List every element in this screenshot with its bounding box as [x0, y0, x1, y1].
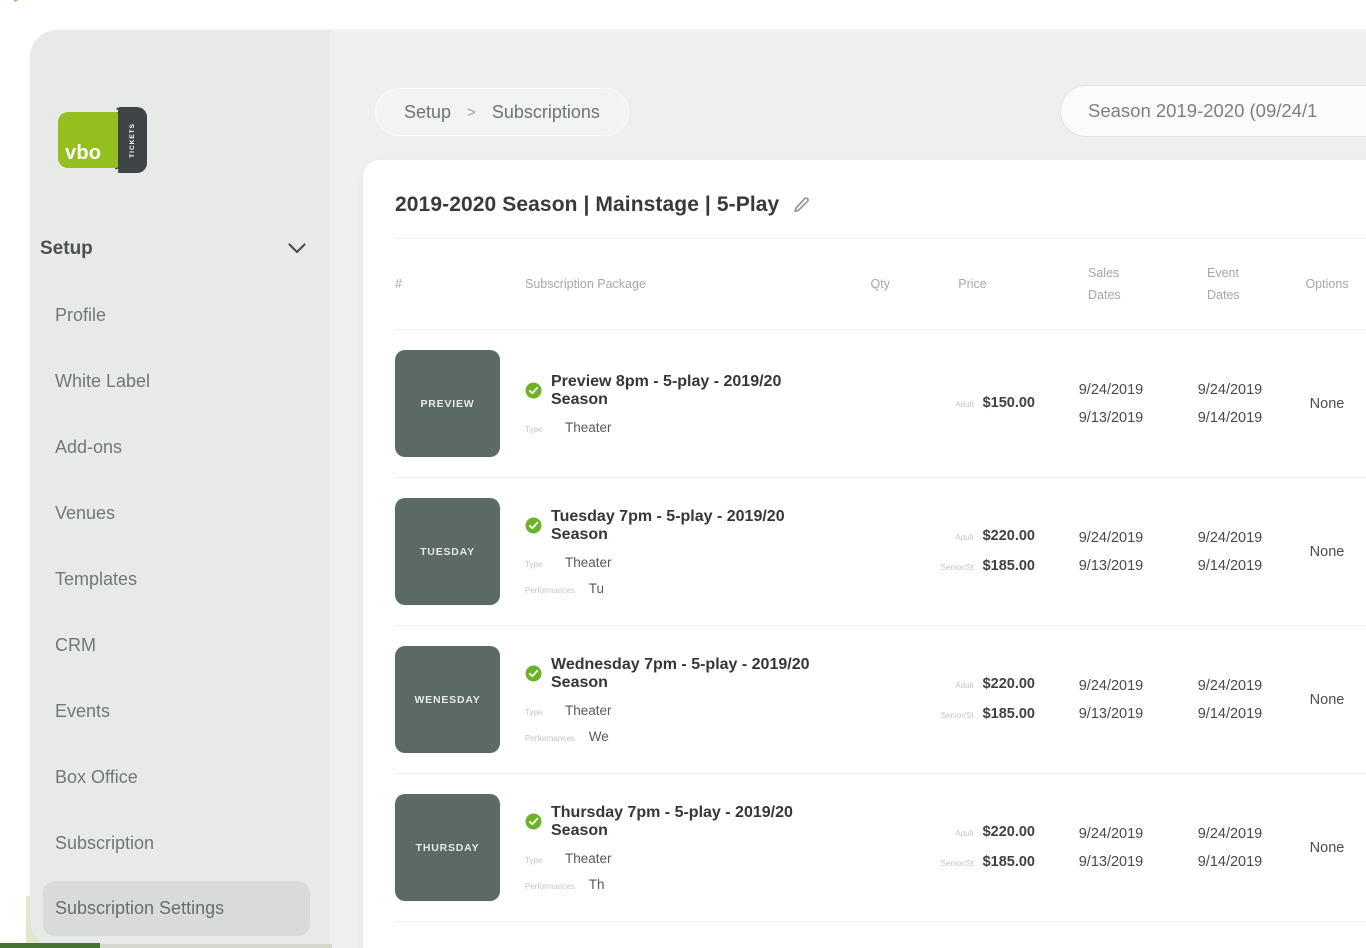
edit-pencil-icon[interactable] — [793, 196, 810, 214]
sidebar-item-events[interactable]: Events — [55, 700, 111, 721]
price-cell: Adult $220.00 Senior/St $185.00 — [940, 675, 1035, 722]
bottom-accent-strip-dark — [0, 943, 100, 948]
ticket-stub-icon: TICKETS — [115, 107, 147, 173]
breadcrumb-subscriptions[interactable]: Subscriptions — [491, 101, 600, 122]
type-value: Theater — [565, 702, 612, 718]
subscriptions-card: 2019-2020 Season | Mainstage | 5-Play # … — [363, 160, 1366, 948]
col-subscription-package: Subscription Package — [525, 277, 646, 291]
status-check-icon — [525, 517, 542, 534]
sidebar-item-white-label[interactable]: White Label — [55, 370, 151, 391]
price-cell: Adult $150.00 — [955, 394, 1035, 411]
col-price: Price — [958, 277, 987, 291]
sidebar-item-subscription[interactable]: Subscription — [55, 832, 155, 853]
sidebar-item-box-office[interactable]: Box Office — [55, 766, 138, 787]
sidebar-item-profile[interactable]: Profile — [55, 304, 107, 325]
package-thumbnail: THURSDAY — [395, 794, 500, 901]
season-selector-value: Season 2019-2020 (09/24/1 — [1088, 100, 1318, 121]
type-label: Type — [525, 855, 543, 865]
performances-label: Performances — [525, 733, 575, 743]
table-row-thursday[interactable]: THURSDAY Thursday 7pm - 5-play - 2019/20… — [395, 774, 1366, 922]
performances-label: Performances — [525, 585, 575, 595]
status-check-icon — [525, 382, 542, 399]
col-event-dates: Event Dates — [1207, 265, 1240, 303]
season-selector[interactable]: Season 2019-2020 (09/24/1 — [1060, 85, 1366, 137]
status-check-icon — [525, 665, 542, 682]
app-window: vbo TICKETS Setup Profile White Label Ad… — [30, 30, 1366, 948]
card-header: 2019-2020 Season | Mainstage | 5-Play — [363, 160, 1366, 238]
col-qty: Qty — [870, 277, 890, 291]
breadcrumb-setup[interactable]: Setup — [404, 101, 452, 122]
col-number: # — [395, 277, 402, 291]
performances-value: Th — [588, 876, 605, 892]
type-label: Type — [525, 707, 543, 717]
package-title: Wednesday 7pm - 5-play - 2019/20 Season — [551, 655, 810, 691]
sidebar-item-templates[interactable]: Templates — [55, 568, 138, 589]
breadcrumb: Setup > Subscriptions — [375, 88, 629, 136]
sales-dates-cell: 9/24/2019 9/13/2019 — [1078, 825, 1144, 870]
price-cell: Adult $220.00 Senior/St $185.00 — [940, 823, 1035, 870]
performances-value: Tu — [588, 580, 605, 596]
main-content: Setup > Subscriptions Season 2019-2020 (… — [330, 30, 1366, 948]
chevron-down-icon — [288, 238, 306, 260]
performances-label: Performances — [525, 881, 575, 891]
type-value: Theater — [565, 419, 612, 435]
options-cell: None — [1309, 395, 1345, 412]
corner-green-accent — [0, 0, 27, 29]
package-title: Tuesday 7pm - 5-play - 2019/20 Season — [551, 507, 785, 543]
event-dates-cell: 9/24/2019 9/14/2019 — [1197, 381, 1263, 426]
vbo-logo[interactable]: vbo TICKETS — [58, 107, 154, 173]
package-title: Preview 8pm - 5-play - 2019/20 Season — [551, 372, 782, 408]
sidebar-item-crm[interactable]: CRM — [55, 634, 96, 655]
sidebar: vbo TICKETS Setup Profile White Label Ad… — [30, 30, 330, 948]
options-cell: None — [1309, 839, 1345, 856]
type-label: Type — [525, 424, 543, 434]
table-row-preview[interactable]: PREVIEW Preview 8pm - 5-play - 2019/20 S… — [395, 330, 1366, 478]
sales-dates-cell: 9/24/2019 9/13/2019 — [1078, 381, 1144, 426]
table-row-tuesday[interactable]: TUESDAY Tuesday 7pm - 5-play - 2019/20 S… — [395, 478, 1366, 626]
col-options: Options — [1305, 277, 1349, 291]
table-header: # Subscription Package Qty Price Sales D… — [395, 238, 1366, 330]
event-dates-cell: 9/24/2019 9/14/2019 — [1197, 825, 1263, 870]
sidebar-item-subscription-settings[interactable]: Subscription Settings — [43, 881, 310, 936]
performances-value: We — [588, 728, 609, 744]
sidebar-item-venues[interactable]: Venues — [55, 502, 116, 523]
sidebar-section-label: Setup — [40, 238, 93, 259]
package-thumbnail: TUESDAY — [395, 498, 500, 605]
col-sales-dates: Sales Dates — [1088, 265, 1121, 303]
sidebar-item-add-ons[interactable]: Add-ons — [55, 436, 123, 457]
sidebar-items: Profile White Label Add-ons Venues Templ… — [30, 282, 330, 936]
price-cell: Adult $220.00 Senior/St $185.00 — [940, 527, 1035, 574]
package-title: Thursday 7pm - 5-play - 2019/20 Season — [551, 803, 793, 839]
type-value: Theater — [565, 554, 612, 570]
page-title: 2019-2020 Season | Mainstage | 5-Play — [395, 193, 780, 216]
options-cell: None — [1309, 543, 1345, 560]
sales-dates-cell: 9/24/2019 9/13/2019 — [1078, 529, 1144, 574]
package-thumbnail: PREVIEW — [395, 350, 500, 457]
event-dates-cell: 9/24/2019 9/14/2019 — [1197, 677, 1263, 722]
type-label: Type — [525, 559, 543, 569]
table-row-wednesday[interactable]: WENESDAY Wednesday 7pm - 5-play - 2019/2… — [395, 626, 1366, 774]
package-thumbnail: WENESDAY — [395, 646, 500, 753]
event-dates-cell: 9/24/2019 9/14/2019 — [1197, 529, 1263, 574]
sales-dates-cell: 9/24/2019 9/13/2019 — [1078, 677, 1144, 722]
sidebar-section-setup[interactable]: Setup — [40, 229, 306, 269]
bottom-accent-strip-light — [100, 944, 332, 948]
status-check-icon — [525, 813, 542, 830]
type-value: Theater — [565, 850, 612, 866]
options-cell: None — [1309, 691, 1345, 708]
vbo-logo-green: vbo — [58, 112, 118, 168]
breadcrumb-separator: > — [467, 103, 476, 121]
